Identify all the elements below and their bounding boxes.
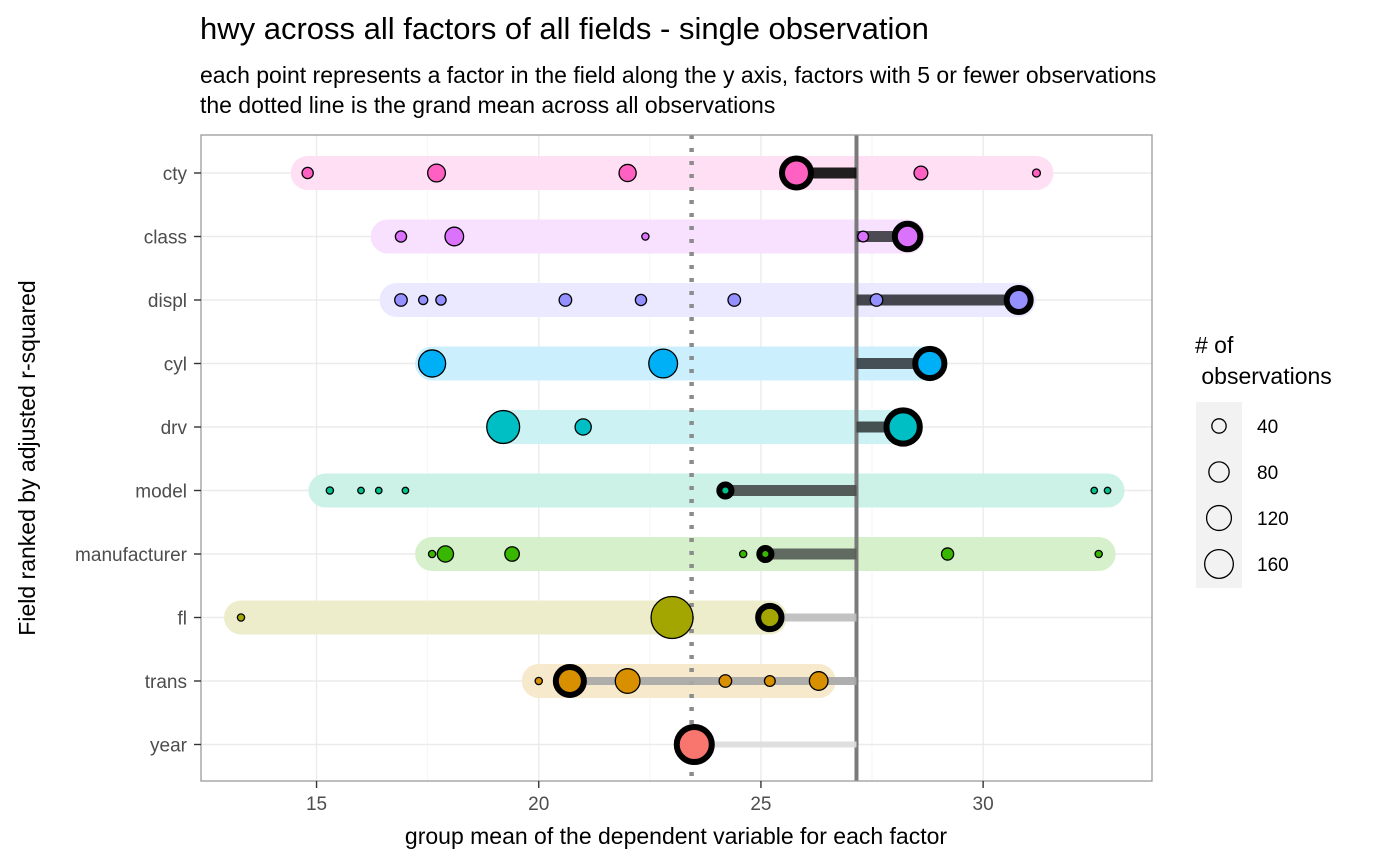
point-cty — [618, 163, 637, 183]
point-manufacturer — [940, 547, 955, 561]
point-manufacturer — [427, 549, 437, 559]
legend-key-label: 80 — [1257, 463, 1278, 484]
point-drv — [486, 409, 521, 445]
y-tick-label-cyl: cyl — [164, 355, 187, 376]
y-axis-label: Field ranked by adjusted r-squared — [14, 280, 40, 635]
point-manufacturer — [738, 549, 748, 559]
legend-key-label: 160 — [1257, 555, 1289, 576]
point-manufacturer — [504, 546, 520, 562]
selected-point-cyl — [912, 345, 948, 382]
point-displ — [634, 293, 648, 307]
y-tick-label-manufacturer: manufacturer — [75, 545, 188, 566]
point-cyl — [648, 348, 679, 379]
x-axis: 15 20 25 30 — [306, 781, 994, 815]
y-tick-label-drv: drv — [161, 418, 188, 439]
point-fl — [650, 595, 694, 640]
point-displ — [869, 293, 884, 307]
selected-point-model — [716, 481, 735, 500]
point-manufacturer — [1094, 549, 1103, 559]
x-axis-label: group mean of the dependent variable for… — [405, 823, 947, 849]
y-tick-label-year: year — [150, 736, 188, 757]
chart-subtitle-line-1: each point represents a factor in the fi… — [200, 62, 1156, 88]
selected-point-drv — [883, 407, 923, 447]
point-manufacturer — [436, 545, 455, 563]
point-class — [394, 230, 408, 243]
point-model — [401, 486, 410, 495]
y-axis: cty class displ cyl drv model manufacturer fl tr… — [75, 164, 201, 757]
point-model — [374, 486, 383, 495]
point-trans — [718, 674, 733, 688]
x-tick-label: 20 — [528, 794, 549, 815]
y-tick-label-cty: cty — [163, 164, 188, 185]
point-cty — [427, 163, 447, 183]
chart-title: hwy across all factors of all fields - s… — [200, 11, 929, 46]
point-fl — [236, 613, 246, 622]
y-tick-label-class: class — [144, 228, 187, 249]
point-cyl — [417, 349, 447, 378]
selected-point-displ — [1003, 284, 1034, 316]
panel-border — [200, 134, 1153, 782]
point-class — [857, 230, 870, 243]
point-trans — [763, 674, 776, 688]
point-trans — [534, 676, 544, 686]
point-drv — [574, 418, 592, 436]
y-tick-label-displ: displ — [148, 291, 187, 312]
legend-key-circle — [1211, 418, 1227, 434]
x-tick-label: 30 — [973, 794, 994, 815]
x-tick-label: 25 — [750, 794, 771, 815]
point-displ — [727, 293, 742, 307]
point-cty — [913, 165, 929, 181]
point-model — [357, 486, 365, 495]
selected-point-year — [673, 723, 715, 766]
legend-keys: 40 80 120 160 — [1204, 417, 1289, 579]
selected-point-fl — [755, 602, 785, 633]
x-tick-label: 15 — [306, 794, 327, 815]
selected-point-cty — [778, 155, 814, 191]
legend-key-label: 40 — [1257, 417, 1278, 438]
chart-subtitle-line-2: the dotted line is the grand mean across… — [200, 92, 775, 118]
factor-points — [236, 155, 1112, 766]
point-class — [641, 232, 650, 241]
point-cty — [1031, 168, 1042, 178]
point-cty — [301, 166, 314, 180]
y-tick-label-model: model — [135, 482, 187, 503]
y-tick-label-trans: trans — [145, 672, 187, 693]
selected-point-manufacturer — [756, 544, 775, 564]
point-displ — [435, 294, 447, 306]
legend-key-label: 120 — [1257, 509, 1289, 530]
legend-key-circle — [1208, 461, 1230, 483]
legend-title-line-2: observations — [1195, 363, 1332, 389]
point-trans — [614, 668, 641, 694]
legend-key-circle — [1205, 504, 1233, 532]
selected-point-trans — [552, 663, 587, 699]
point-model — [325, 486, 335, 495]
point-displ — [558, 293, 573, 307]
point-class — [444, 226, 465, 247]
panel-border-rect — [200, 134, 1153, 782]
point-displ — [394, 293, 408, 307]
difference-segments — [569, 167, 1019, 748]
point-model — [1090, 486, 1099, 495]
legend-title-line-1: # of — [1195, 332, 1234, 358]
point-displ — [417, 294, 429, 306]
legend-key-circle — [1204, 549, 1234, 579]
point-trans — [808, 671, 829, 691]
point-model — [1103, 486, 1112, 495]
y-tick-label-fl: fl — [178, 609, 188, 630]
selected-point-class — [891, 220, 924, 253]
size-legend: # of observations 40 80 120 160 — [1195, 332, 1332, 588]
